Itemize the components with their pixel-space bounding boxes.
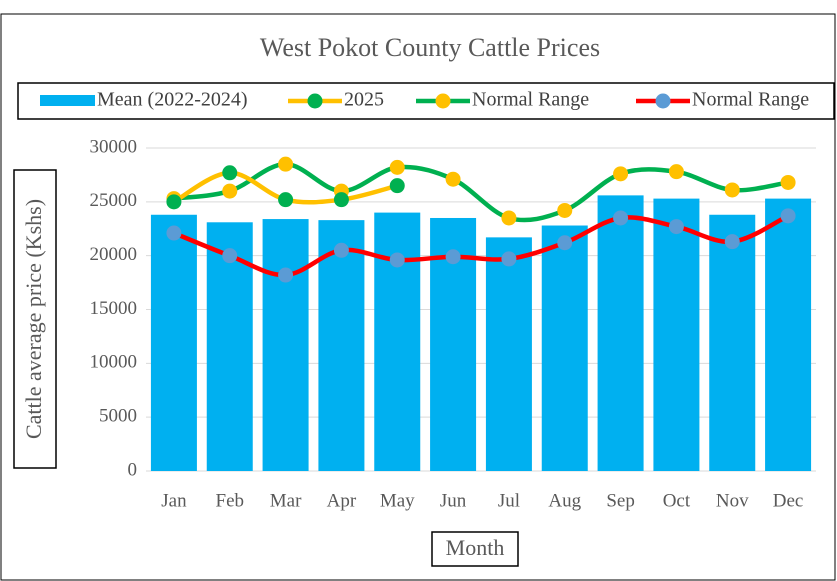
marker bbox=[501, 210, 517, 226]
marker bbox=[166, 194, 182, 210]
legend-label: 2025 bbox=[344, 89, 384, 111]
x-tick-label: Sep bbox=[606, 490, 635, 511]
marker bbox=[389, 252, 405, 268]
bar bbox=[374, 212, 421, 471]
marker bbox=[557, 202, 573, 218]
bar bbox=[262, 219, 309, 471]
marker bbox=[668, 164, 684, 180]
x-tick-label: May bbox=[380, 490, 415, 511]
marker bbox=[668, 219, 684, 235]
y-tick-label: 0 bbox=[128, 459, 138, 480]
bar bbox=[597, 195, 644, 471]
bar bbox=[541, 225, 588, 471]
marker bbox=[389, 159, 405, 175]
y-tick-label: 25000 bbox=[90, 190, 138, 211]
x-tick-label: Aug bbox=[548, 490, 581, 511]
marker bbox=[389, 178, 405, 194]
legend-label: Normal Range bbox=[472, 89, 589, 111]
marker bbox=[780, 174, 796, 190]
y-tick-label: 20000 bbox=[90, 244, 138, 265]
marker bbox=[278, 192, 294, 208]
bar bbox=[150, 214, 197, 471]
y-tick-label: 15000 bbox=[90, 298, 138, 319]
marker bbox=[222, 248, 238, 264]
marker bbox=[724, 182, 740, 198]
marker bbox=[278, 267, 294, 283]
legend-label: Mean (2022-2024) bbox=[97, 89, 248, 111]
x-tick-label: Mar bbox=[270, 490, 302, 511]
x-tick-label: Apr bbox=[327, 490, 357, 511]
marker bbox=[613, 210, 629, 226]
legend-marker bbox=[307, 93, 323, 109]
legend-key bbox=[40, 95, 95, 106]
legend-label: Normal Range bbox=[692, 89, 809, 111]
marker bbox=[557, 235, 573, 251]
marker bbox=[278, 156, 294, 172]
legend-marker bbox=[435, 93, 451, 109]
y-label-box bbox=[13, 169, 57, 469]
x-tick-label: Dec bbox=[773, 490, 804, 511]
x-tick-label: Jun bbox=[440, 490, 467, 511]
marker bbox=[613, 166, 629, 182]
marker bbox=[780, 208, 796, 224]
x-tick-label: Jul bbox=[498, 490, 520, 511]
marker bbox=[724, 234, 740, 250]
marker bbox=[166, 225, 182, 241]
y-tick-label: 10000 bbox=[90, 352, 138, 373]
y-tick-label: 5000 bbox=[99, 406, 137, 427]
marker bbox=[445, 249, 461, 265]
bar bbox=[318, 220, 365, 471]
legend-box bbox=[17, 82, 835, 120]
marker bbox=[333, 192, 349, 208]
marker bbox=[222, 165, 238, 181]
chart-frame bbox=[0, 13, 836, 581]
x-tick-label: Nov bbox=[716, 490, 749, 511]
x-axis-label: Month bbox=[446, 535, 505, 560]
marker bbox=[445, 171, 461, 187]
x-tick-label: Oct bbox=[663, 490, 691, 511]
marker bbox=[501, 251, 517, 267]
marker bbox=[333, 242, 349, 258]
marker bbox=[222, 183, 238, 199]
x-tick-label: Jan bbox=[161, 490, 187, 511]
y-tick-label: 30000 bbox=[90, 136, 138, 157]
x-tick-label: Feb bbox=[216, 490, 245, 511]
bar bbox=[653, 198, 700, 471]
bar bbox=[485, 237, 532, 471]
x-label-box bbox=[431, 531, 519, 567]
y-axis-label: Cattle average price (Kshs) bbox=[21, 199, 46, 439]
chart-title: West Pokot County Cattle Prices bbox=[260, 33, 600, 62]
bar bbox=[765, 198, 812, 471]
bar bbox=[709, 214, 756, 471]
legend-marker bbox=[655, 93, 671, 109]
